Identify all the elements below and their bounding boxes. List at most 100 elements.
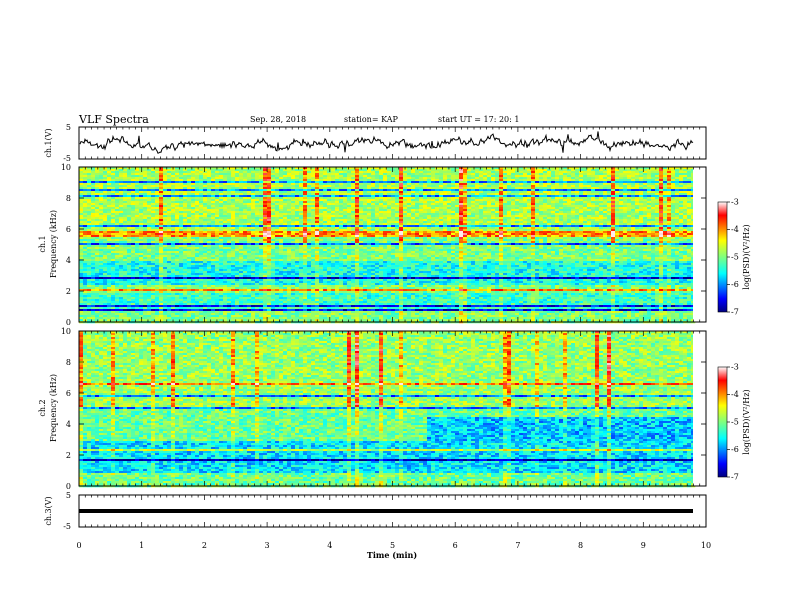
spectrogram-cell xyxy=(323,171,328,174)
spectrogram-cell xyxy=(683,201,688,204)
spectrogram-cell xyxy=(639,197,644,200)
spectrogram-cell xyxy=(579,215,584,218)
spectrogram-cell xyxy=(107,199,112,202)
spectrogram-cell xyxy=(183,225,188,228)
spectrogram-cell xyxy=(135,177,140,180)
spectrogram-cell xyxy=(459,175,464,178)
spectrogram-cell xyxy=(211,187,216,190)
spectrogram-cell xyxy=(415,169,420,172)
spectrogram-cell xyxy=(395,221,400,224)
spectrogram-cell xyxy=(407,167,412,170)
spectrogram-cell xyxy=(503,169,508,172)
spectrogram-cell xyxy=(451,177,456,180)
spectrogram-cell xyxy=(527,191,532,194)
spectrogram-cell xyxy=(375,189,380,192)
spectrogram-cell xyxy=(679,203,684,206)
spectrogram-cell xyxy=(579,191,584,194)
spectrogram-cell xyxy=(631,181,636,184)
spectrogram-cell xyxy=(439,167,444,170)
spectrogram-cell xyxy=(655,209,660,212)
spectrogram-cell xyxy=(535,181,540,184)
spectrogram-cell xyxy=(523,223,528,226)
spectrogram-cell xyxy=(107,231,112,234)
spectrogram-cell xyxy=(303,167,308,170)
spectrogram-cell xyxy=(103,171,108,174)
spectrogram-cell xyxy=(551,183,556,186)
spectrogram-cell xyxy=(183,171,188,174)
spectrogram-cell xyxy=(395,227,400,230)
spectrogram-cell xyxy=(583,203,588,206)
spectrogram-cell xyxy=(663,193,668,196)
spectrogram-cell xyxy=(527,171,532,174)
spectrogram-cell xyxy=(355,217,360,220)
spectrogram-cell xyxy=(343,173,348,176)
spectrogram-cell xyxy=(507,207,512,210)
spectrogram-cell xyxy=(155,217,160,220)
spectrogram-cell xyxy=(439,223,444,226)
spectrogram-cell xyxy=(599,209,604,212)
spectrogram-cell xyxy=(571,227,576,230)
spectrogram-cell xyxy=(547,169,552,172)
spectrogram-cell xyxy=(419,219,424,222)
spectrogram-cell xyxy=(579,209,584,212)
spectrogram-cell xyxy=(139,199,144,202)
spectrogram-cell xyxy=(439,177,444,180)
spectrogram-cell xyxy=(515,199,520,202)
spectrogram-cell xyxy=(483,183,488,186)
spectrogram-cell xyxy=(199,207,204,210)
spectrogram-cell xyxy=(439,189,444,192)
spectrogram-cell xyxy=(135,183,140,186)
spectrogram-cell xyxy=(131,207,136,210)
spectrogram-cell xyxy=(139,169,144,172)
spectrogram-cell xyxy=(499,219,504,222)
spectrogram-cell xyxy=(535,191,540,194)
spectrogram-cell xyxy=(627,205,632,208)
spectrogram-cell xyxy=(271,229,276,232)
spectrogram-cell xyxy=(319,217,324,220)
spectrogram-cell xyxy=(531,199,536,202)
spectrogram-cell xyxy=(315,225,320,228)
spectrogram-cell xyxy=(571,219,576,222)
spectrogram-cell xyxy=(531,183,536,186)
spectrogram-cell xyxy=(123,207,128,210)
spectrogram-cell xyxy=(591,203,596,206)
spectrogram-cell xyxy=(123,173,128,176)
spectrogram-cell xyxy=(643,211,648,214)
spectrogram-cell xyxy=(359,219,364,222)
spectrogram-cell xyxy=(663,203,668,206)
spectrogram-cell xyxy=(171,219,176,222)
spectrogram-cell xyxy=(615,197,620,200)
spectrogram-cell xyxy=(403,187,408,190)
spectrogram-cell xyxy=(607,213,612,216)
spectrogram-cell xyxy=(79,203,84,206)
spectrogram-cell xyxy=(511,177,516,180)
spectrogram-cell xyxy=(519,191,524,194)
spectrogram-cell xyxy=(279,209,284,212)
spectrogram-cell xyxy=(567,207,572,210)
spectrogram-cell xyxy=(659,191,664,194)
spectrogram-cell xyxy=(687,175,692,178)
spectrogram-cell xyxy=(99,183,104,186)
spectrogram-cell xyxy=(619,193,624,196)
spectrogram-cell xyxy=(447,195,452,198)
spectrogram-cell xyxy=(447,197,452,200)
spectrogram-cell xyxy=(135,169,140,172)
spectrogram-cell xyxy=(91,173,96,176)
spectrogram-cell xyxy=(271,199,276,202)
spectrogram-cell xyxy=(187,211,192,214)
spectrogram-cell xyxy=(151,175,156,178)
spectrogram-cell xyxy=(639,181,644,184)
spectrogram-cell xyxy=(379,213,384,216)
spectrogram-cell xyxy=(115,173,120,176)
spectrogram-cell xyxy=(467,199,472,202)
spectrogram-cell xyxy=(403,209,408,212)
spectrogram-cell xyxy=(495,177,500,180)
spectrogram-cell xyxy=(547,189,552,192)
spectrogram-cell xyxy=(439,207,444,210)
spectrogram-cell xyxy=(231,199,236,202)
spectrogram-cell xyxy=(159,231,164,234)
spectrogram-cell xyxy=(615,167,620,170)
spectrogram-cell xyxy=(167,177,172,180)
spectrogram-cell xyxy=(227,213,232,216)
spectrogram-cell xyxy=(167,195,172,198)
